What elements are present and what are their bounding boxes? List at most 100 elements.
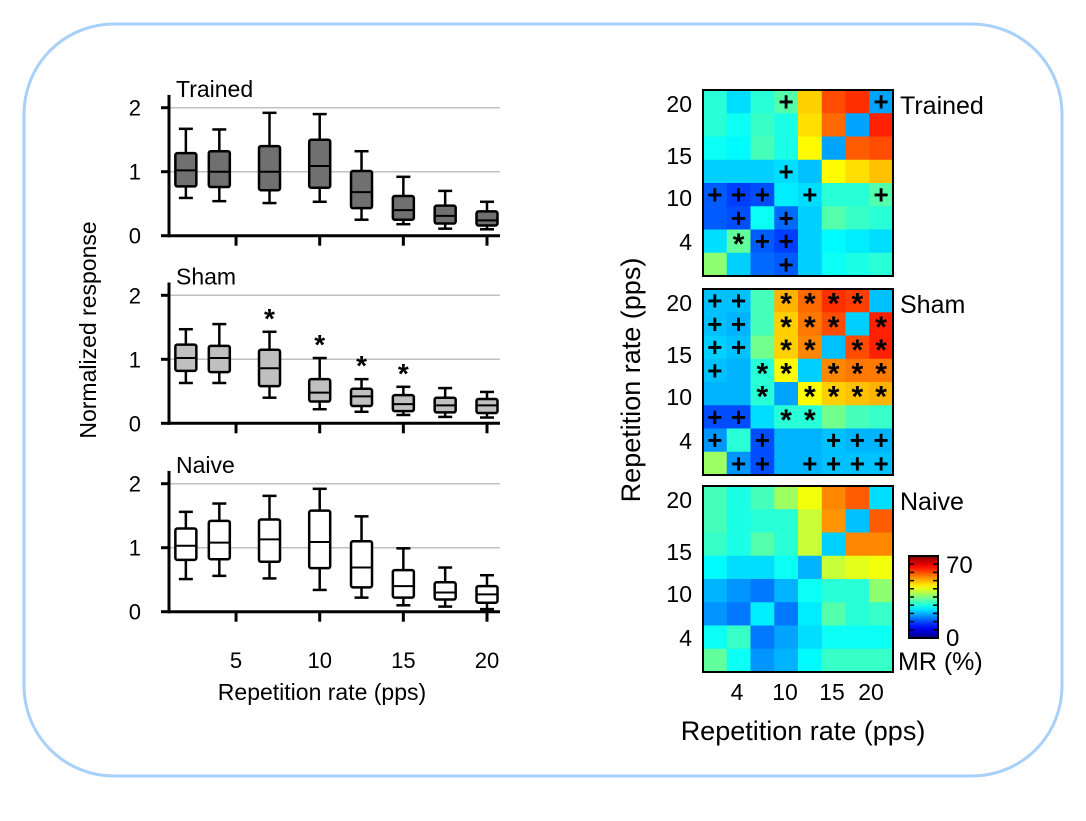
y-tick-label: 20 [666,290,692,316]
heatmap-cell [845,113,870,137]
heatmap-cell [798,405,823,429]
y-tick-label: 2 [129,96,141,121]
heatmap-cell [750,579,775,603]
heatmap-cell [821,405,846,429]
heatmap-cell [821,382,846,406]
heatmap-cell [750,648,775,673]
box-iqr [307,509,332,570]
heatmap-cell [750,509,775,533]
panel-title: Naive [900,488,964,516]
heatmap-cell [869,509,894,533]
x-tick-label: 5 [230,648,242,673]
heatmap-cell [703,90,728,114]
heatmap-cell [703,159,728,184]
y-tick-label: 4 [679,229,692,255]
heatmap-cell [845,451,870,476]
heatmap-cell [774,229,799,254]
heatmap-cell [798,159,823,184]
heatmap-cell [774,358,799,383]
heatmap-cell [821,579,846,603]
significance-plus: + [874,87,889,117]
significance-plus: + [802,448,817,478]
significance-plus: + [874,180,889,210]
heatmap-cell [798,382,823,406]
heatmap-cell [869,136,894,161]
box [475,390,499,419]
heatmap-cell [821,428,846,453]
heatmap-cell [821,555,846,580]
heatmap-cell [703,358,728,383]
heatmap-cell [703,183,728,207]
heatmap-cell [821,602,846,626]
heatmap-cell [774,252,799,277]
heatmap-cell [726,602,751,626]
heatmap-cell [774,382,799,406]
heatmap-cell [869,358,894,383]
heatmap-cell [703,428,728,453]
heatmap-cell [869,648,894,673]
box [307,487,332,592]
box-iqr [174,527,198,562]
significance-plus: + [707,309,722,339]
heatmap-cell [869,579,894,603]
heatmap-cell [726,358,751,383]
heatmap-cell [869,602,894,626]
heatmap-cell [726,405,751,429]
heatmap-cell [726,335,751,360]
significance-plus: + [731,286,746,316]
significance-plus: + [731,203,746,233]
heatmap-cell [750,486,775,510]
heatmap-cell [750,555,775,580]
y-tick-label: 20 [666,487,692,513]
heatmap-cell [798,532,823,557]
heatmap-cell [750,113,775,137]
heatmap-cell [845,509,870,533]
heatmap-cell [726,183,751,207]
significance-plus: + [779,226,794,256]
significance-plus: + [755,448,770,478]
heatmap-cell [774,555,799,580]
box: * [307,329,332,411]
y-tick-label: 2 [129,472,141,497]
heatmap-cell [869,405,894,429]
heatmap-cell [774,136,799,161]
y-tick-label: 4 [679,625,692,651]
y-tick-label: 15 [666,143,692,169]
heatmap-cell [798,451,823,476]
heatmap-cell [750,183,775,207]
heatmap-cell [726,555,751,580]
heatmap-cell [821,289,846,313]
heatmap-cell [703,532,728,557]
box-iqr [391,194,416,221]
heatmap-cell [869,159,894,184]
heatmap-cell [703,648,728,673]
heatmap-cell [726,625,751,650]
heatmap-cell [869,532,894,557]
heatmap-cell [774,335,799,360]
y-tick-label: 1 [129,160,141,185]
heatmap-cell [821,648,846,673]
heatmap-cell [798,252,823,277]
heatmap-cell [726,382,751,406]
heatmap-cell [869,312,894,336]
heatmap-cell [703,206,728,230]
box-panel-trained: 0 1 2 Trained [129,76,500,249]
significance-plus: + [802,180,817,210]
significance-star: * [356,350,367,381]
x-tick-label: 4 [731,679,744,705]
colorbar-max-label: 70 [946,552,973,579]
y-tick-label: 10 [666,185,692,211]
heatmap-cell [774,532,799,557]
heatmap-cell [703,486,728,510]
box [433,566,457,608]
significance-plus: + [707,286,722,316]
heatmap-cell [703,579,728,603]
heatmap-cell [821,252,846,277]
heatmap-cell [845,229,870,254]
significance-plus: + [779,203,794,233]
heatmap-cell [703,602,728,626]
y-tick-label: 15 [666,539,692,565]
heatmap-cell [821,229,846,254]
